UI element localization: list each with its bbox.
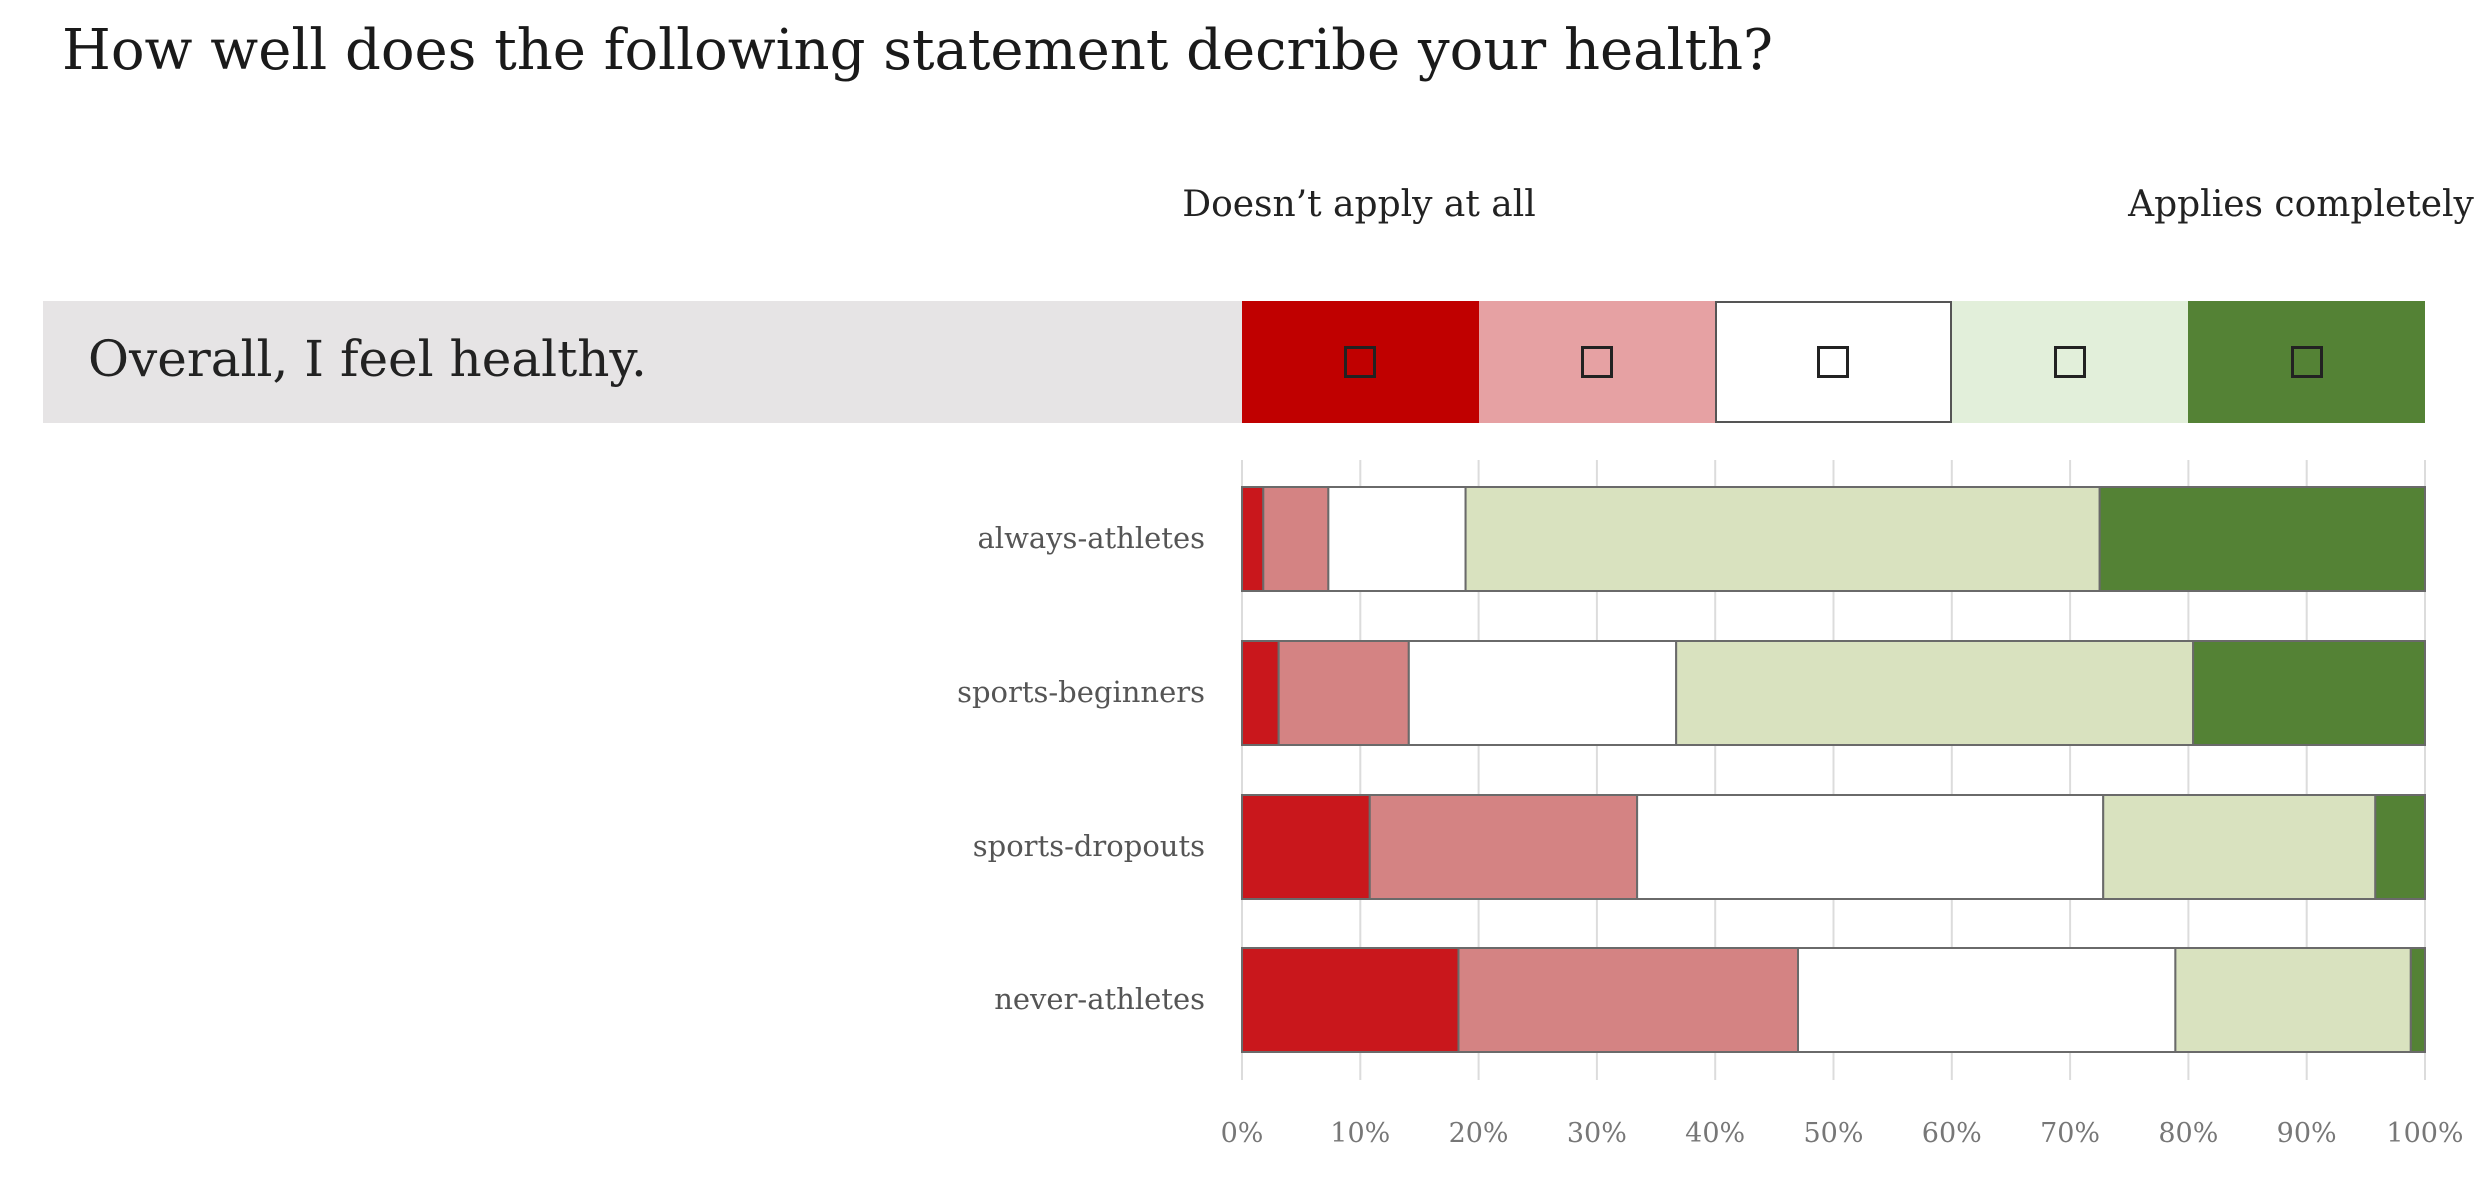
bar-segment-always-athletes-2 — [1262, 486, 1330, 592]
x-tick-label: 0% — [1220, 1118, 1264, 1149]
response-option-3[interactable] — [1715, 301, 1952, 423]
bar-segment-always-athletes-3 — [1327, 486, 1467, 592]
bar-segment-sports-beginners-3 — [1407, 640, 1678, 746]
scale-label-left: Doesn’t apply at all — [1182, 184, 1536, 225]
x-tick-label: 50% — [1803, 1118, 1864, 1149]
bar-segment-sports-beginners-5 — [2192, 640, 2427, 746]
checkbox-icon[interactable] — [1580, 346, 1613, 378]
x-tick-label: 40% — [1685, 1118, 1746, 1149]
bar-segment-always-athletes-1 — [1241, 486, 1265, 592]
x-tick-label: 10% — [1330, 1118, 1391, 1149]
chart-title: How well does the following statement de… — [62, 18, 1774, 83]
bar-segment-never-athletes-1 — [1241, 947, 1460, 1053]
x-tick-label: 60% — [1921, 1118, 1982, 1149]
response-option-1[interactable] — [1242, 301, 1479, 423]
statement-background — [43, 301, 1242, 423]
bar-segment-never-athletes-5 — [2409, 947, 2426, 1053]
category-label: always-athletes — [977, 521, 1206, 555]
bar-segment-always-athletes-4 — [1464, 486, 2101, 592]
bar-segment-never-athletes-4 — [2174, 947, 2412, 1053]
bar-segment-sports-dropouts-5 — [2374, 794, 2426, 900]
bar-segment-sports-beginners-4 — [1675, 640, 2195, 746]
response-option-2[interactable] — [1478, 301, 1716, 423]
bar-segment-sports-beginners-1 — [1241, 640, 1280, 746]
checkbox-icon[interactable] — [1817, 346, 1850, 378]
checkbox-icon[interactable] — [1344, 346, 1377, 378]
bar-segment-sports-dropouts-3 — [1636, 794, 2105, 900]
checkbox-icon[interactable] — [2290, 346, 2323, 378]
bar-segment-never-athletes-3 — [1797, 947, 2177, 1053]
bar-segment-sports-beginners-2 — [1277, 640, 1410, 746]
response-option-4[interactable] — [1951, 301, 2189, 423]
bar-segment-sports-dropouts-2 — [1368, 794, 1639, 900]
scale-label-right: Applies completely — [2128, 184, 2474, 225]
bar-segment-sports-dropouts-1 — [1241, 794, 1371, 900]
x-tick-label: 90% — [2276, 1118, 2337, 1149]
statement-text: Overall, I feel healthy. — [88, 330, 647, 388]
x-tick-label: 30% — [1566, 1118, 1627, 1149]
x-tick-label: 70% — [2040, 1118, 2101, 1149]
bar-segment-always-athletes-5 — [2098, 486, 2427, 592]
x-tick-label: 100% — [2386, 1118, 2464, 1149]
x-tick-label: 80% — [2158, 1118, 2219, 1149]
bar-segment-never-athletes-2 — [1457, 947, 1800, 1053]
category-label: sports-dropouts — [972, 829, 1205, 863]
response-option-5[interactable] — [2188, 301, 2425, 423]
bar-segment-sports-dropouts-4 — [2102, 794, 2377, 900]
x-tick-label: 20% — [1448, 1118, 1509, 1149]
category-label: never-athletes — [994, 982, 1205, 1016]
category-label: sports-beginners — [957, 675, 1205, 709]
checkbox-icon[interactable] — [2054, 346, 2087, 378]
